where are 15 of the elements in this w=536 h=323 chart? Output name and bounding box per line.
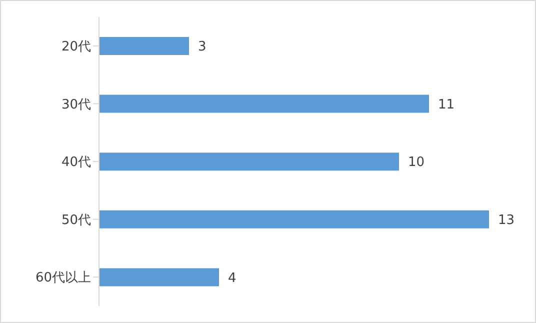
data-label: 10 <box>408 155 425 170</box>
data-label: 11 <box>438 97 455 112</box>
data-label: 4 <box>228 270 236 286</box>
bar <box>99 210 489 228</box>
bar <box>99 94 429 113</box>
bar <box>99 268 219 286</box>
data-label: 13 <box>498 213 515 228</box>
bar <box>99 37 189 55</box>
y-tick-label: 60代以上 <box>35 270 91 286</box>
data-label: 3 <box>198 40 206 55</box>
y-tick-label: 30代 <box>61 97 91 112</box>
bar <box>99 152 399 171</box>
y-tick-label: 40代 <box>61 155 91 170</box>
y-tick-label: 20代 <box>61 40 91 55</box>
y-tick-label: 50代 <box>61 212 91 228</box>
